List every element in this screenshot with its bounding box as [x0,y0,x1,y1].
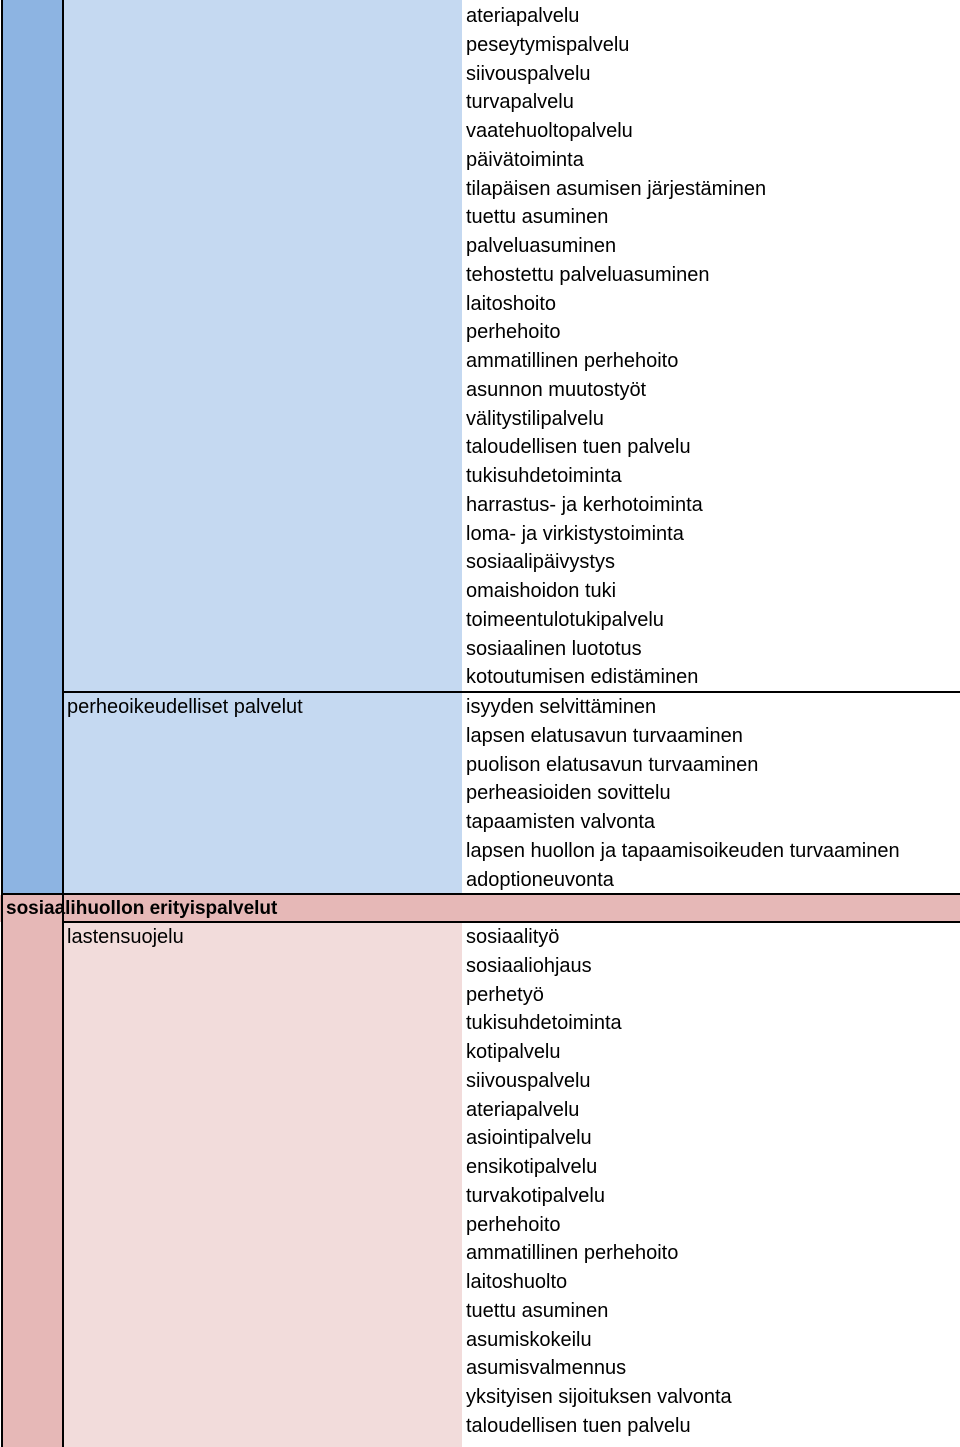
list-item: harrastus- ja kerhotoiminta [466,493,703,516]
list-item: päivätoiminta [466,148,584,171]
list-item: kotipalvelu [466,1041,561,1063]
level1-blue-column [3,0,62,894]
list-item: asunnon muutostyöt [466,378,647,401]
list-item: sosiaalityö [466,926,560,948]
list-item: ateriapalvelu [466,5,580,27]
list-item: yksityisen sijoituksen valvonta [466,1386,732,1408]
list-item: lapsen elatusavun turvaaminen [466,724,743,747]
column-divider-line [62,0,64,1447]
special-services-title: sosiaalihuollon erityispalvelut [6,898,278,919]
child-welfare-services-list: sosiaalityö sosiaaliohjaus perhetyö tuki… [466,923,732,1441]
general-services-list: ateriapalvelu peseytymispalvelu siivousp… [466,2,766,692]
list-item: isyyden selvittäminen [466,696,657,718]
list-item: turvakotipalvelu [466,1184,605,1207]
list-item: tehostettu palveluasuminen [466,263,710,286]
child-welfare-top-border [62,921,960,923]
list-item: perhehoito [466,1213,561,1236]
list-item: ateriapalvelu [466,1098,580,1121]
list-item: adoptioneuvonta [466,868,614,891]
family-law-top-border [62,691,960,693]
list-item: asumiskokeilu [466,1328,592,1351]
list-item: asiointipalvelu [466,1127,592,1150]
list-item: siivouspalvelu [466,1069,591,1092]
list-item: laitoshuolto [466,1271,568,1293]
list-item: loma- ja virkistystoiminta [466,522,684,545]
list-item: sosiaalinen luototus [466,637,642,660]
family-law-title: perheoikeudelliset palvelut [67,696,303,718]
list-item: tuettu asuminen [466,1299,609,1322]
list-item: omaishoidon tuki [466,580,617,602]
level1-pink-column [3,922,62,1447]
list-item: taloudellisen tuen palvelu [466,436,691,459]
list-item: tapaamisten valvonta [466,811,656,833]
level2-pink-column [64,922,462,1447]
list-item: lapsen huollon ja tapaamisoikeuden turva… [466,839,900,862]
list-item: laitoshoito [466,292,557,315]
list-item: ammatillinen perhehoito [466,1242,679,1265]
list-item: turvapalvelu [466,91,574,114]
list-item: sosiaalipäivystys [466,551,615,574]
list-item: perheasioiden sovittelu [466,782,671,805]
left-border-line [1,0,3,1447]
list-item: kotoutumisen edistäminen [466,666,699,689]
level2-blue-column [64,0,462,894]
list-item: välitystilipalvelu [466,407,604,430]
list-item: sosiaaliohjaus [466,954,592,977]
list-item: peseytymispalvelu [466,33,630,56]
list-item: siivouspalvelu [466,62,591,85]
list-item: palveluasuminen [466,235,617,257]
list-item: tilapäisen asumisen järjestäminen [466,177,767,200]
special-services-top-border [1,893,960,895]
family-law-services-list: isyyden selvittäminen lapsen elatusavun … [466,693,900,894]
list-item: perhetyö [466,983,544,1006]
list-item: tukisuhdetoiminta [466,1012,622,1035]
list-item: puolison elatusavun turvaaminen [466,753,759,776]
list-item: tukisuhdetoiminta [466,465,622,487]
list-item: toimeentulotukipalvelu [466,608,664,631]
list-item: ammatillinen perhehoito [466,350,679,372]
list-item: asumisvalmennus [466,1357,627,1380]
list-item: tuettu asuminen [466,206,609,229]
list-item: vaatehuoltopalvelu [466,120,633,142]
list-item: taloudellisen tuen palvelu [466,1414,691,1437]
special-services-header-band [0,895,960,922]
list-item: ensikotipalvelu [466,1156,598,1178]
list-item: perhehoito [466,321,561,344]
child-welfare-title: lastensuojelu [67,926,184,948]
